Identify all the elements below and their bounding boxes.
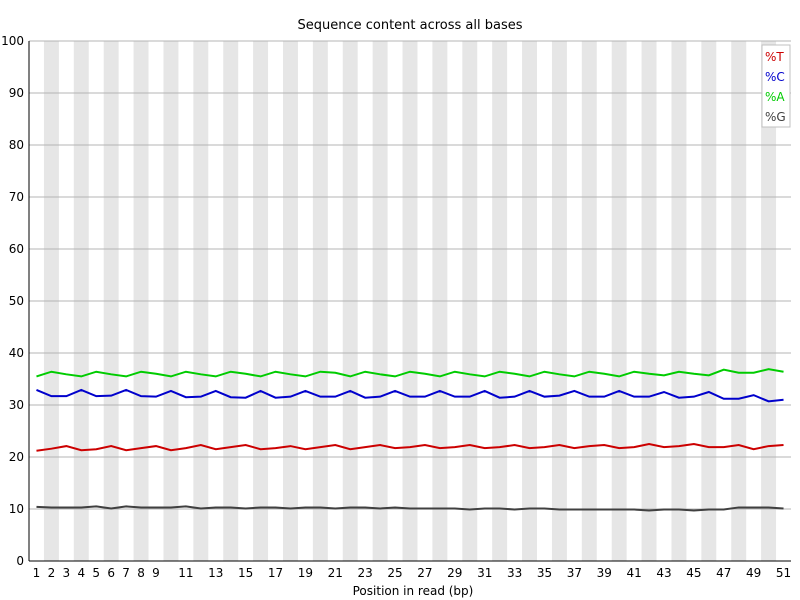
x-tick-label: 43	[656, 566, 671, 580]
x-tick-label: 39	[597, 566, 612, 580]
legend-entry: %C	[765, 70, 785, 84]
x-tick-label: 17	[268, 566, 283, 580]
column-shading-bands	[43, 41, 777, 561]
series-line-pct-g	[36, 505, 784, 512]
x-tick-label: 8	[137, 566, 145, 580]
x-tick-label: 7	[122, 566, 130, 580]
x-tick-label: 27	[417, 566, 432, 580]
chart-title: Sequence content across all bases	[297, 18, 522, 33]
y-tick-label: 30	[9, 398, 24, 412]
x-axis-tick-labels: 1 2 3 4 5 6 7 8 9 11 13 15 17 19 21 23 25 27 29 31 33 35 37 39 4…	[33, 566, 792, 580]
x-tick-label: 1	[33, 566, 41, 580]
y-tick-label: 60	[9, 242, 24, 256]
x-tick-label: 31	[477, 566, 492, 580]
x-tick-label: 21	[328, 566, 343, 580]
y-tick-label: 0	[16, 554, 24, 568]
y-tick-label: 90	[9, 86, 24, 100]
x-tick-label: 45	[686, 566, 701, 580]
series-line-pct-a	[36, 368, 784, 378]
y-tick-label: 50	[9, 294, 24, 308]
x-tick-label: 15	[238, 566, 253, 580]
x-tick-label: 29	[447, 566, 462, 580]
chart-legend: %T %C %A %G	[761, 44, 791, 128]
x-tick-label: 37	[567, 566, 582, 580]
x-axis-label: Position in read (bp)	[353, 584, 474, 598]
legend-entry: %A	[765, 90, 785, 104]
x-tick-label: 33	[507, 566, 522, 580]
series-line-pct-t	[36, 442, 784, 452]
x-tick-label: 47	[716, 566, 731, 580]
x-tick-label: 11	[178, 566, 193, 580]
y-tick-label: 70	[9, 190, 24, 204]
x-tick-label: 13	[208, 566, 223, 580]
legend-box	[761, 44, 791, 128]
series-lines	[36, 368, 784, 512]
x-tick-label: 5	[92, 566, 100, 580]
y-tick-label: 80	[9, 138, 24, 152]
x-tick-label: 51	[776, 566, 791, 580]
chart-axes	[28, 41, 791, 562]
x-tick-label: 35	[537, 566, 552, 580]
y-axis-tick-labels: 0 10 20 30 40 50 60 70 80 90 100	[1, 34, 24, 568]
x-tick-label: 19	[298, 566, 313, 580]
x-tick-label: 41	[626, 566, 641, 580]
x-tick-label: 49	[746, 566, 761, 580]
legend-entry: %T	[765, 50, 784, 64]
y-tick-label: 20	[9, 450, 24, 464]
x-tick-label: 23	[358, 566, 373, 580]
x-tick-label: 3	[63, 566, 71, 580]
y-tick-label: 10	[9, 502, 24, 516]
x-tick-label: 25	[387, 566, 402, 580]
x-tick-label: 9	[152, 566, 160, 580]
series-line-pct-c	[36, 388, 784, 403]
x-tick-label: 4	[77, 566, 85, 580]
x-tick-label: 6	[107, 566, 115, 580]
y-tick-label: 100	[1, 34, 24, 48]
legend-entry: %G	[765, 110, 786, 124]
y-tick-label: 40	[9, 346, 24, 360]
x-tick-label: 2	[48, 566, 56, 580]
